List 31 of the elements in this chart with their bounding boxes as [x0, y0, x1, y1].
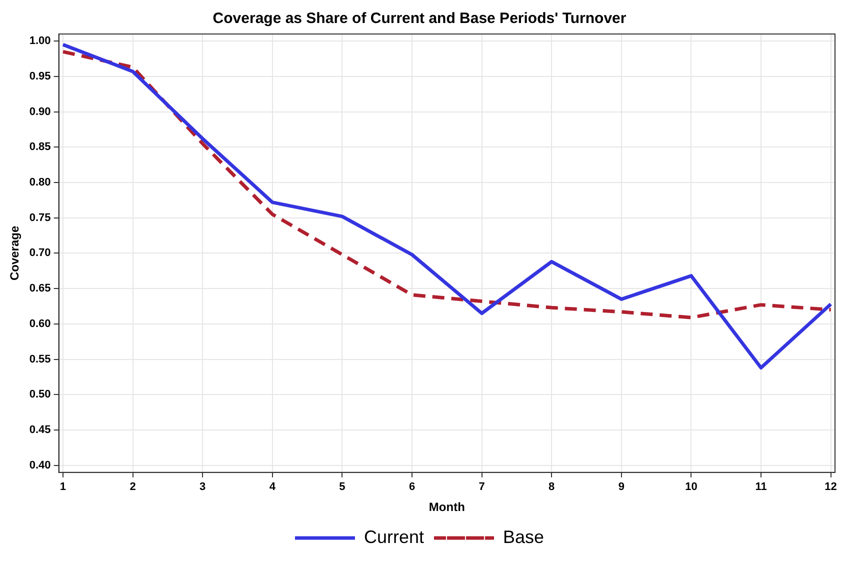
y-tick-label: 0.75: [29, 212, 51, 224]
y-tick-label: 0.85: [29, 141, 51, 154]
y-tick-label: 0.45: [29, 424, 51, 436]
x-tick-label: 2: [130, 481, 136, 494]
x-tick-label: 6: [408, 481, 416, 494]
y-tick-label: 0.55: [29, 353, 51, 366]
x-axis-title: Month: [428, 500, 465, 514]
chart-title: Coverage as Share of Current and Base Periods' Turnover: [212, 10, 626, 28]
legend-label: Current: [364, 526, 424, 547]
y-tick-label: 0.50: [29, 388, 51, 401]
x-tick-label: 8: [548, 481, 555, 494]
legend-label: Base: [502, 526, 544, 547]
y-tick-label: 0.70: [29, 247, 51, 260]
y-tick-label: 1.00: [29, 35, 51, 48]
y-tick-label: 0.95: [29, 70, 51, 82]
x-tick-label: 4: [269, 481, 276, 494]
y-tick-label: 0.40: [29, 459, 51, 472]
x-tick-label: 12: [824, 481, 837, 494]
y-axis-title: Coverage: [8, 226, 22, 281]
x-tick-label: 10: [685, 481, 698, 494]
y-tick-label: 0.90: [29, 106, 51, 118]
x-tick-label: 9: [618, 481, 624, 494]
x-tick-label: 1: [60, 481, 66, 494]
x-tick-label: 11: [755, 481, 767, 494]
y-tick-label: 0.80: [29, 176, 51, 189]
x-tick-label: 3: [200, 481, 206, 494]
line-series: [61, 50, 833, 320]
y-tick-label: 0.65: [29, 282, 51, 295]
x-tick-label: 5: [339, 481, 346, 494]
y-tick-label: 0.60: [29, 318, 51, 330]
x-tick-label: 7: [478, 481, 485, 494]
